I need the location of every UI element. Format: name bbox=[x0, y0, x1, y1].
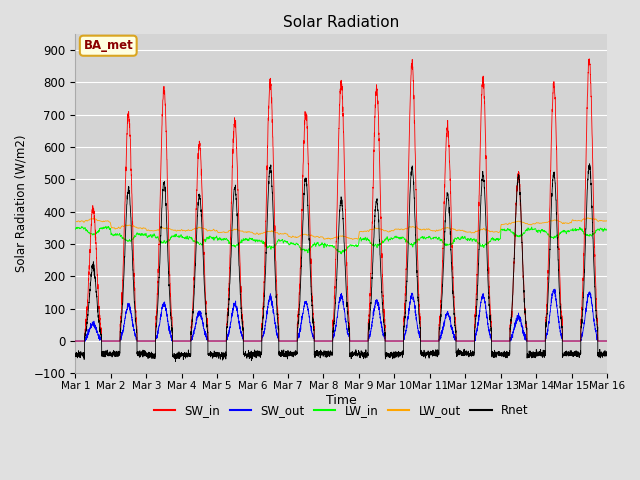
LW_in bbox=[167, 234, 175, 240]
SW_in bbox=[321, 338, 329, 344]
SW_out bbox=[321, 338, 329, 344]
LW_out bbox=[584, 215, 592, 221]
Title: Solar Radiation: Solar Radiation bbox=[283, 15, 399, 30]
LW_out bbox=[72, 218, 79, 224]
LW_out bbox=[603, 218, 611, 224]
SW_in bbox=[603, 338, 611, 344]
LW_in bbox=[460, 235, 468, 241]
LW_out bbox=[349, 237, 356, 242]
Rnet bbox=[72, 350, 79, 356]
LW_in bbox=[491, 237, 499, 242]
Line: LW_in: LW_in bbox=[76, 226, 607, 254]
X-axis label: Time: Time bbox=[326, 394, 356, 407]
Line: SW_out: SW_out bbox=[76, 289, 607, 341]
SW_in bbox=[586, 56, 593, 62]
LW_out bbox=[431, 228, 438, 234]
Rnet bbox=[172, 359, 179, 364]
LW_in bbox=[431, 234, 439, 240]
Rnet bbox=[490, 351, 498, 357]
SW_in bbox=[431, 338, 438, 344]
SW_out bbox=[603, 338, 611, 344]
Rnet bbox=[321, 354, 329, 360]
Y-axis label: Solar Radiation (W/m2): Solar Radiation (W/m2) bbox=[15, 135, 28, 273]
LW_in bbox=[337, 251, 345, 257]
SW_in bbox=[167, 302, 175, 308]
SW_out bbox=[167, 333, 175, 338]
SW_in bbox=[490, 338, 498, 344]
SW_out bbox=[431, 338, 438, 344]
SW_out bbox=[72, 338, 79, 344]
Rnet bbox=[431, 350, 438, 356]
LW_out bbox=[603, 218, 611, 224]
SW_out bbox=[490, 338, 498, 344]
Legend: SW_in, SW_out, LW_in, LW_out, Rnet: SW_in, SW_out, LW_in, LW_out, Rnet bbox=[149, 399, 533, 422]
LW_out bbox=[321, 236, 329, 242]
LW_in bbox=[603, 228, 611, 233]
SW_in bbox=[602, 338, 610, 344]
SW_out bbox=[602, 338, 610, 344]
LW_in bbox=[603, 226, 611, 232]
LW_out bbox=[460, 228, 468, 234]
Rnet bbox=[460, 350, 468, 356]
Rnet bbox=[603, 349, 611, 355]
SW_out bbox=[551, 286, 559, 292]
LW_in bbox=[72, 227, 79, 232]
Text: BA_met: BA_met bbox=[83, 39, 133, 52]
Rnet bbox=[586, 161, 593, 167]
Line: LW_out: LW_out bbox=[76, 218, 607, 240]
Line: SW_in: SW_in bbox=[76, 59, 607, 341]
LW_in bbox=[102, 223, 110, 229]
Line: Rnet: Rnet bbox=[76, 164, 607, 361]
SW_in bbox=[460, 338, 468, 344]
LW_out bbox=[167, 227, 175, 232]
SW_out bbox=[460, 338, 468, 344]
SW_in bbox=[72, 338, 79, 344]
LW_out bbox=[490, 229, 498, 235]
Rnet bbox=[167, 315, 175, 321]
LW_in bbox=[321, 242, 329, 248]
Rnet bbox=[603, 352, 611, 358]
